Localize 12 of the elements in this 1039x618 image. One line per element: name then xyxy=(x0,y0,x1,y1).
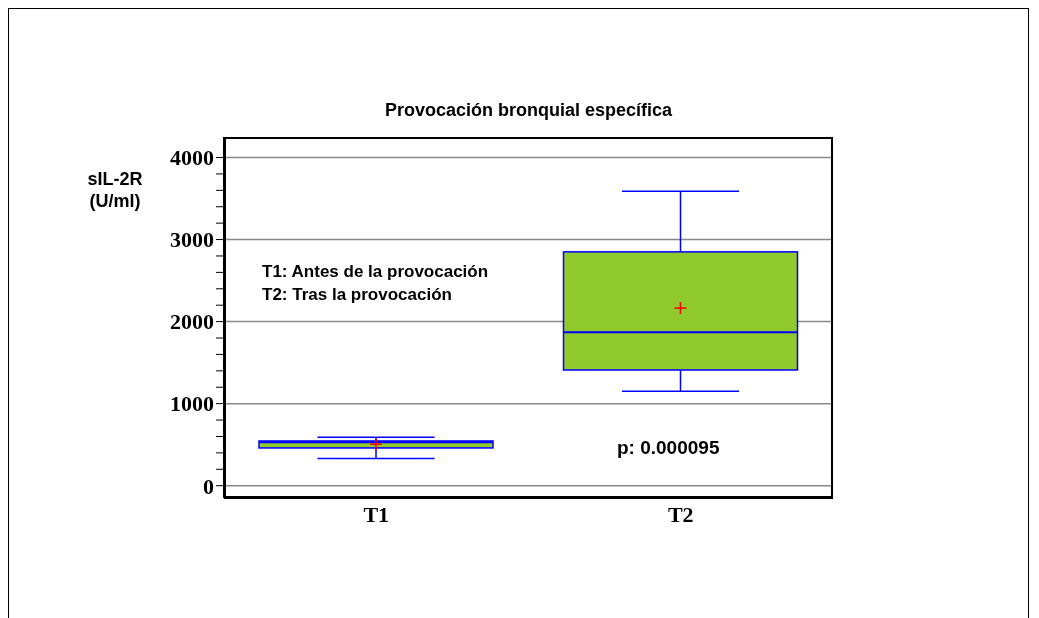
y-axis-title: sIL-2R (U/ml) xyxy=(86,168,144,212)
y-tick-label: 0 xyxy=(203,473,214,499)
y-tick-label: 3000 xyxy=(170,227,214,253)
annotation: p: 0.000095 xyxy=(617,437,720,459)
x-tick-label: T1 xyxy=(363,501,390,527)
x-tick-label: T2 xyxy=(667,501,694,527)
chart-title: Provocación bronquial específica xyxy=(383,100,674,121)
y-tick-label: 2000 xyxy=(170,309,214,335)
annotation: T2: Tras la provocación xyxy=(262,285,452,305)
y-tick-label: 4000 xyxy=(170,145,214,171)
y-tick-label: 1000 xyxy=(170,391,214,417)
annotation: T1: Antes de la provocación xyxy=(262,262,489,282)
